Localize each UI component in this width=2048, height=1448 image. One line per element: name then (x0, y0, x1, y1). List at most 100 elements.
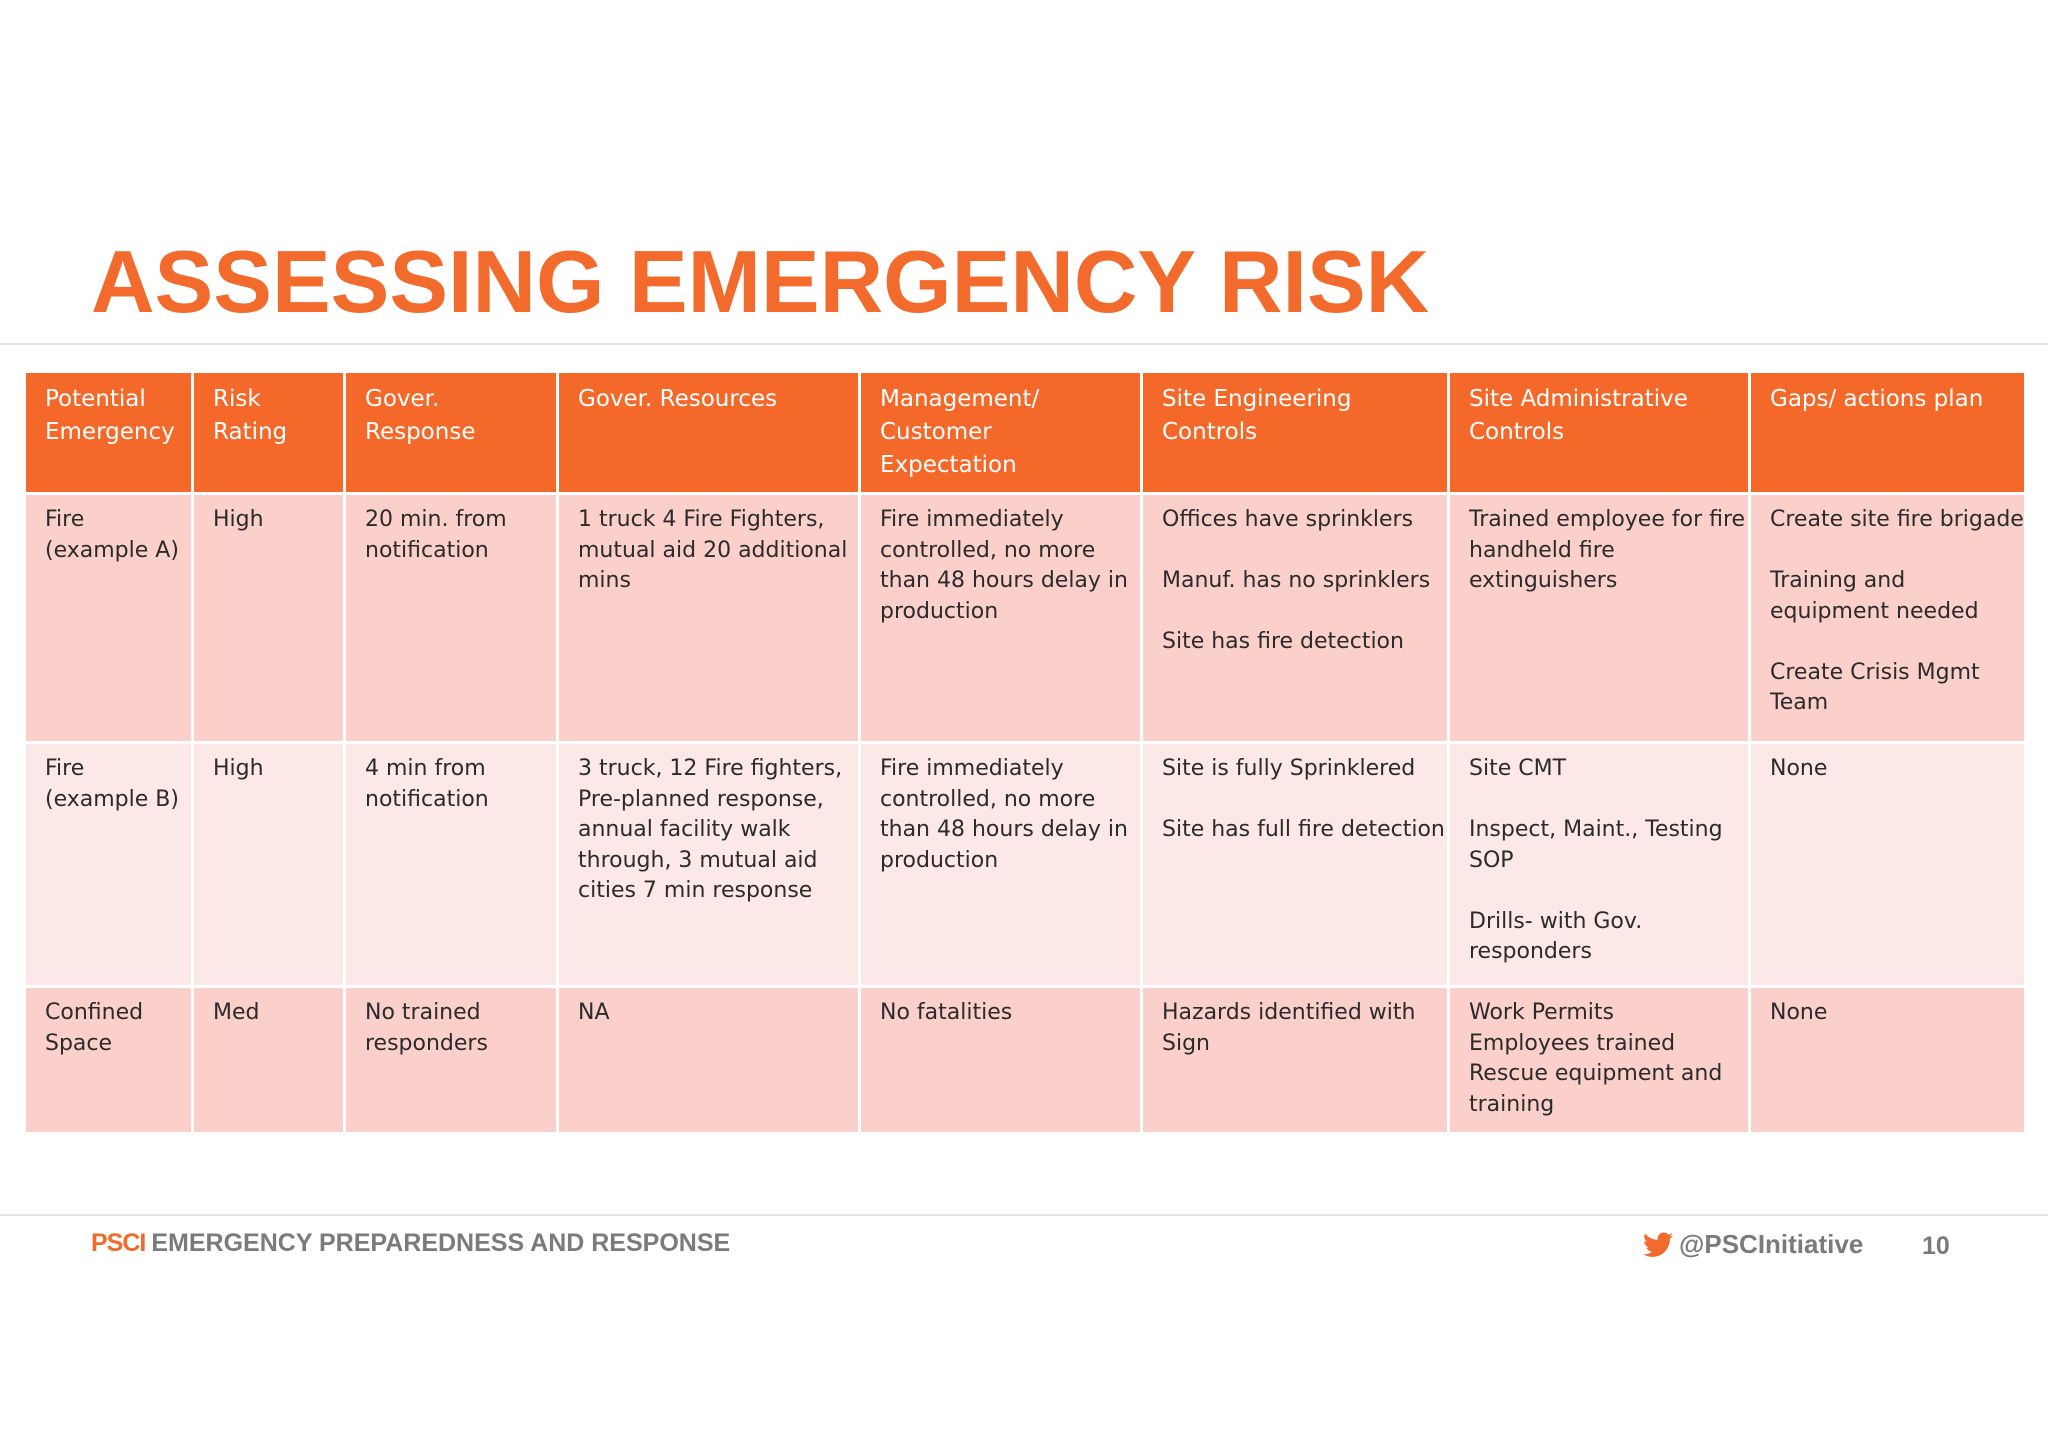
cell-line: (example A) (45, 537, 179, 563)
header-row: Potential Emergency Risk Rating Gover. Respon… (23, 370, 2027, 495)
cell-line: annual facility walk (578, 817, 791, 842)
table-cell: 3 truck, 12 Fire fighters, Pre-planned re… (556, 741, 861, 988)
header-line: Potential (45, 386, 146, 412)
cell-line: responders (365, 1030, 488, 1056)
cell-paragraph: Med (213, 998, 333, 1029)
cell-line: Create site fire brigade (1770, 507, 2024, 532)
footer-social: @PSCInitiative (1643, 1229, 1863, 1260)
twitter-icon (1643, 1232, 1673, 1257)
cell-line: production (880, 847, 999, 873)
table-cell: Med (191, 985, 346, 1135)
table-cell: None (1748, 741, 2027, 988)
cell-paragraph: Confined Space (45, 998, 181, 1059)
cell-paragraph: Fire immediately controlled, no more than … (880, 754, 1130, 876)
cell-line: Fire (45, 756, 85, 781)
table-cell: Site CMT Inspect, Maint., Testing SOP Drill… (1447, 741, 1751, 988)
cell-line: Employees trained (1469, 1030, 1676, 1056)
cell-line: equipment needed (1770, 598, 1979, 624)
table-cell: NA (556, 985, 861, 1135)
cell-paragraph: Create Crisis Mgmt Team (1770, 658, 2014, 719)
cell-line: Team (1770, 690, 1829, 715)
table-row: Fire (example A) High 20 min. from notificat… (23, 492, 2027, 744)
cell-line: Sign (1162, 1030, 1210, 1056)
header-line: Rating (213, 419, 288, 445)
table-cell: Create site fire brigade Training and equi… (1748, 492, 2027, 744)
cell-paragraph: No fatalities (880, 998, 1130, 1029)
program-name: EMERGENCY PREPAREDNESS AND RESPONSE (151, 1229, 731, 1257)
cell-line: Fire (45, 507, 85, 532)
cell-paragraph: Offices have sprinklers (1162, 505, 1437, 536)
table-cell: Fire immediately controlled, no more than … (858, 492, 1143, 744)
cell-line: extinguishers (1469, 568, 1618, 593)
cell-line: controlled, no more (880, 786, 1096, 812)
header-cell: Management/Customer Expectation (858, 370, 1143, 495)
cell-line: cities 7 min response (578, 878, 813, 903)
cell-paragraph: Create site fire brigade (1770, 505, 2024, 536)
header-line: Gover. Resources (578, 386, 778, 412)
cell-line: 1 truck 4 Fire Fighters, (578, 507, 825, 532)
header-cell: Potential Emergency (23, 370, 194, 495)
table-cell: Fire (example B) (23, 741, 194, 988)
cell-line: Pre-planned response, (578, 786, 824, 812)
cell-line: Site has fire detection (1162, 629, 1404, 654)
header-line: Site Administrative (1469, 386, 1688, 412)
table-cell: Fire (example A) (23, 492, 194, 744)
cell-line: Site is fully Sprinklered (1162, 756, 1416, 781)
cell-paragraph: Fire (example B) (45, 754, 181, 815)
divider (0, 1214, 2048, 1216)
cell-line: controlled, no more (880, 537, 1096, 563)
cell-line: training (1469, 1091, 1555, 1117)
cell-paragraph: None (1770, 998, 2014, 1029)
cell-line: (example B) (45, 786, 179, 812)
header-line: Management/ (880, 386, 1040, 412)
cell-line: Med (213, 1000, 260, 1025)
header-cell: Gaps/ actions plan (1748, 370, 2027, 495)
header-cell: Site Administrative Controls (1447, 370, 1751, 495)
table-cell: 20 min. from notification (343, 492, 559, 744)
cell-line: handheld fire (1469, 537, 1615, 563)
cell-line: notification (365, 537, 489, 563)
cell-line: 20 min. from (365, 507, 507, 532)
cell-line: Trained employee for fire (1469, 507, 1746, 532)
header-cell: Gover. Response (343, 370, 559, 495)
cell-paragraph: Trained employee for fire handheld fire ex… (1469, 505, 1746, 597)
cell-line: Create Crisis Mgmt (1770, 659, 1980, 685)
cell-line: No fatalities (880, 1000, 1013, 1025)
header-line: Customer (880, 419, 992, 445)
cell-paragraph: Inspect, Maint., Testing SOP (1469, 815, 1738, 876)
cell-line: High (213, 507, 264, 532)
cell-line: mutual aid 20 additional (578, 537, 848, 563)
table-row: Confined Space Med No trained responders NA No… (23, 985, 2027, 1135)
table-cell: Hazards identified with Sign (1140, 985, 1450, 1135)
cell-line: Offices have sprinklers (1162, 507, 1414, 532)
cell-paragraph: High (213, 505, 333, 536)
cell-line: 4 min from (365, 756, 486, 781)
cell-line: Rescue equipment and (1469, 1061, 1723, 1086)
table-cell: None (1748, 985, 2027, 1135)
header-line: Controls (1162, 419, 1258, 445)
header-line: Emergency (45, 419, 175, 445)
cell-line: No trained (365, 1000, 481, 1025)
cell-line: Manuf. has no sprinklers (1162, 568, 1431, 593)
twitter-handle: @PSCInitiative (1679, 1229, 1864, 1259)
table-cell: No fatalities (858, 985, 1143, 1135)
cell-paragraph: Site has fire detection (1162, 627, 1437, 658)
cell-paragraph: Site has full fire detection (1162, 815, 1445, 846)
cell-line: Hazards identified with (1162, 1000, 1416, 1025)
table-cell: High (191, 492, 346, 744)
cell-paragraph: Fire (example A) (45, 505, 181, 566)
cell-line: None (1770, 1000, 1828, 1025)
header-cell: Risk Rating (191, 370, 346, 495)
table-cell: Offices have sprinklers Manuf. has no spr… (1140, 492, 1450, 744)
cell-line: Fire immediately (880, 507, 1064, 532)
cell-paragraph: 3 truck, 12 Fire fighters, Pre-planned re… (578, 754, 848, 907)
cell-paragraph: Fire immediately controlled, no more than … (880, 505, 1130, 627)
cell-paragraph: Hazards identified with Sign (1162, 998, 1437, 1059)
slide-title: ASSESSING EMERGENCY RISK (91, 232, 1430, 331)
table-cell: Site is fully Sprinklered Site has full f… (1140, 741, 1450, 988)
cell-line: than 48 hours delay in (880, 817, 1128, 842)
cell-line: Fire immediately (880, 756, 1064, 781)
header-line: Response (365, 419, 476, 445)
cell-line: High (213, 756, 264, 781)
